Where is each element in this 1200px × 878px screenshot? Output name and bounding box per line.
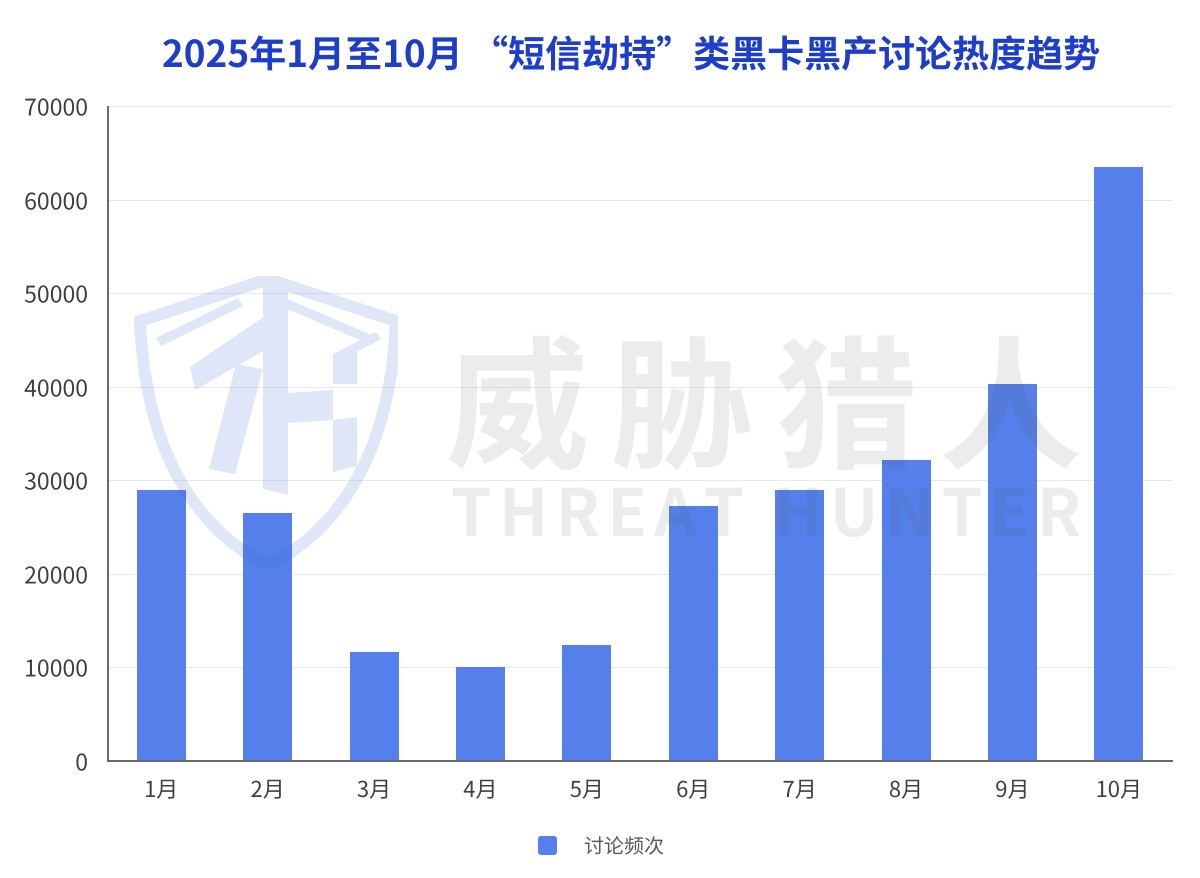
y-tick-label: 0 — [75, 743, 88, 778]
bar-7月[interactable] — [775, 489, 825, 761]
bar-5月[interactable] — [562, 644, 612, 761]
bar-6月[interactable] — [668, 505, 718, 761]
x-axis — [107, 760, 1173, 762]
x-tick-label: 8月 — [888, 772, 924, 804]
gridline — [108, 480, 1172, 482]
gridline — [108, 573, 1172, 575]
bar-2月[interactable] — [243, 513, 293, 761]
bar-4月[interactable] — [455, 666, 505, 761]
bar-8月[interactable] — [881, 459, 931, 761]
y-tick-label: 50000 — [24, 275, 88, 310]
legend[interactable]: 讨论频次 — [538, 835, 664, 855]
x-tick-label: 1月 — [144, 772, 179, 804]
y-tick-label: 10000 — [24, 649, 88, 684]
x-tick-label: 9月 — [995, 772, 1030, 804]
x-tick-label: 3月 — [356, 772, 392, 804]
y-tick-label: 60000 — [24, 182, 88, 217]
y-tick-label: 20000 — [24, 556, 88, 591]
plot-area — [108, 106, 1172, 761]
gridline — [108, 386, 1172, 388]
bar-10月[interactable] — [1094, 166, 1144, 761]
chart-title: 2025年1月至10月 “短信劫持”类黑卡黑产讨论热度趋势 — [161, 24, 1101, 78]
x-tick-label: 2月 — [250, 772, 285, 804]
legend-swatch[interactable] — [538, 835, 557, 855]
y-tick-label: 30000 — [24, 462, 88, 497]
gridline — [108, 667, 1172, 669]
x-tick-label: 10月 — [1095, 772, 1142, 804]
x-tick-label: 6月 — [676, 772, 711, 804]
y-tick-label: 70000 — [24, 88, 88, 123]
y-axis — [107, 106, 109, 762]
x-tick-label: 7月 — [782, 772, 817, 804]
legend-label[interactable]: 讨论频次 — [584, 830, 664, 859]
x-tick-label: 4月 — [463, 772, 498, 804]
gridline — [108, 199, 1172, 201]
gridline — [108, 293, 1172, 295]
bar-9月[interactable] — [987, 383, 1037, 761]
y-tick-label: 40000 — [24, 369, 88, 404]
x-tick-label: 5月 — [569, 772, 604, 804]
bar-3月[interactable] — [349, 651, 399, 761]
gridline — [108, 106, 1172, 107]
bar-1月[interactable] — [136, 489, 186, 761]
